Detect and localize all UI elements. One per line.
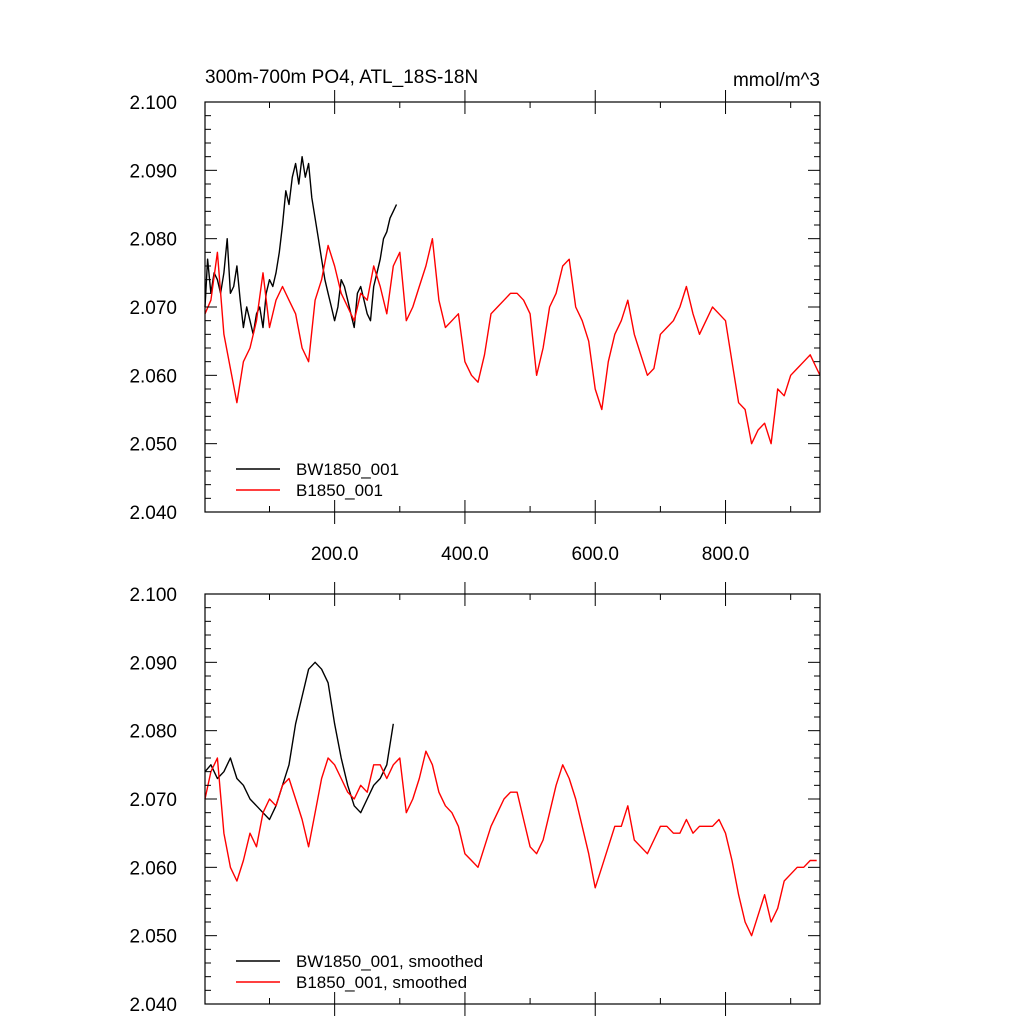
- x-tick-label: 800.0: [702, 544, 750, 565]
- top-panel: 300m-700m PO4, ATL_18S-18N mmol/m^3 2.04…: [129, 67, 821, 565]
- y-tick-label: 2.040: [129, 995, 177, 1016]
- y-tick-label: 2.080: [129, 230, 177, 251]
- bottom-panel: 2.040 2.050 2.060 2.070 2.080 2.090 2.100 BW185…: [129, 582, 821, 1016]
- plot-frame: [204, 593, 821, 1005]
- legend-label: BW1850_001: [296, 460, 399, 479]
- y-tick-label: 2.090: [129, 161, 177, 182]
- y-tick-label: 2.050: [129, 927, 177, 948]
- y-tick-label: 2.060: [129, 366, 177, 387]
- y-tick-label: 2.050: [129, 435, 177, 456]
- legend-label: B1850_001: [296, 481, 383, 500]
- x-tick-label: 600.0: [571, 544, 619, 565]
- series-line-1: [204, 750, 817, 937]
- units-label: mmol/m^3: [733, 70, 820, 91]
- series-line-0: [204, 661, 394, 821]
- series-line-0: [204, 156, 398, 335]
- y-tick-label: 2.040: [129, 503, 177, 524]
- y-tick-label: 2.070: [129, 298, 177, 319]
- series-line-1: [204, 238, 821, 445]
- y-tick-label: 2.100: [129, 93, 177, 114]
- y-tick-label: 2.070: [129, 790, 177, 811]
- legend-label: B1850_001, smoothed: [296, 973, 467, 992]
- y-tick-label: 2.080: [129, 722, 177, 743]
- plot-frame: [204, 101, 821, 513]
- y-tick-label: 2.060: [129, 858, 177, 879]
- y-tick-label: 2.090: [129, 653, 177, 674]
- y-tick-label: 2.100: [129, 585, 177, 606]
- legend-label: BW1850_001, smoothed: [296, 952, 483, 971]
- x-tick-label: 200.0: [311, 544, 359, 565]
- x-tick-label: 400.0: [441, 544, 489, 565]
- chart-title: 300m-700m PO4, ATL_18S-18N: [205, 67, 478, 88]
